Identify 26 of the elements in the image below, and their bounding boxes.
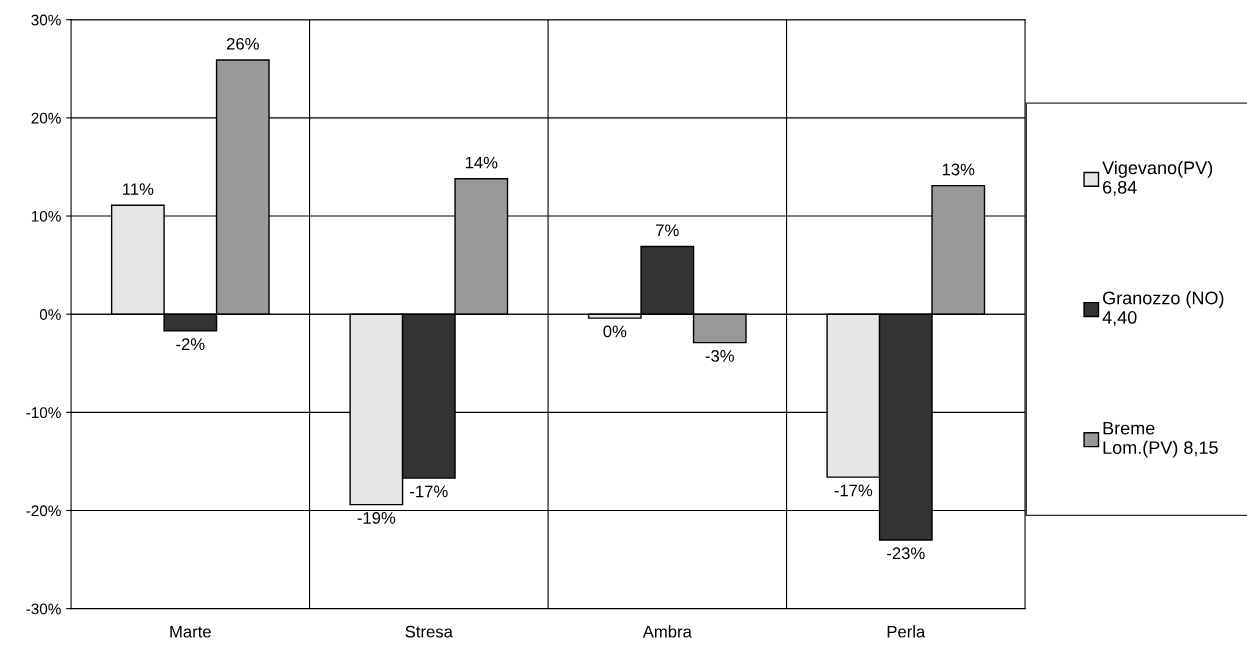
data-label: 11%	[123, 183, 154, 195]
data-label: -17%	[410, 485, 448, 498]
x-tick-label: Marte	[170, 625, 211, 638]
data-label: 26%	[226, 37, 259, 50]
data-label: 0%	[603, 325, 627, 338]
data-label: 13%	[942, 163, 975, 176]
y-tick-label: -10%	[26, 407, 61, 419]
legend-label: Vigevano(PV) 6,84	[1102, 160, 1213, 196]
data-label: 7%	[656, 224, 679, 237]
x-tick-label: Ambra	[642, 625, 692, 638]
legend-label: Breme Lom.(PV) 8,15	[1103, 421, 1218, 458]
data-label: -3%	[705, 350, 734, 362]
y-tick-label: -30%	[26, 603, 61, 615]
data-label: 14%	[465, 156, 498, 169]
x-tick-label: Perla	[887, 625, 926, 638]
x-tick-label: Stresa	[405, 625, 453, 638]
data-label: -17%	[834, 484, 873, 497]
y-tick-label: -20%	[26, 505, 61, 517]
y-tick-label: 0%	[39, 309, 61, 320]
y-tick-label: 30%	[31, 14, 61, 26]
y-tick-label: 20%	[31, 112, 61, 124]
data-label: -23%	[887, 547, 925, 560]
data-label: -19%	[357, 511, 396, 524]
data-label: -2%	[176, 338, 205, 350]
legend-label: Granozzo (NO) 4,40	[1102, 291, 1224, 326]
y-tick-label: 10%	[31, 210, 61, 222]
